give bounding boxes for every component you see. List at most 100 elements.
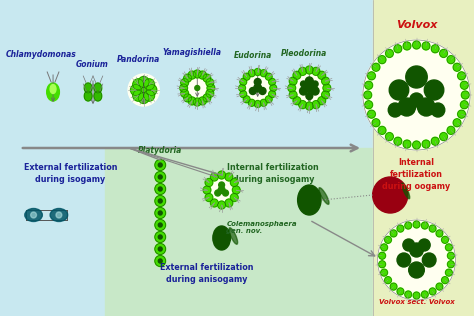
Circle shape bbox=[270, 84, 277, 92]
Circle shape bbox=[218, 186, 225, 193]
Circle shape bbox=[140, 86, 147, 94]
Circle shape bbox=[384, 236, 392, 243]
Circle shape bbox=[412, 141, 420, 149]
Circle shape bbox=[158, 187, 162, 191]
Circle shape bbox=[379, 261, 385, 268]
Circle shape bbox=[385, 133, 393, 141]
Circle shape bbox=[128, 74, 159, 106]
Circle shape bbox=[243, 96, 250, 103]
Circle shape bbox=[373, 177, 408, 213]
Circle shape bbox=[210, 178, 233, 202]
Circle shape bbox=[460, 101, 468, 109]
Circle shape bbox=[232, 186, 240, 194]
Text: External fertilization
during anisogamy: External fertilization during anisogamy bbox=[160, 263, 254, 284]
Circle shape bbox=[403, 140, 411, 148]
Circle shape bbox=[265, 73, 272, 80]
Circle shape bbox=[205, 179, 213, 186]
Circle shape bbox=[254, 69, 261, 76]
Circle shape bbox=[299, 67, 307, 76]
Circle shape bbox=[295, 74, 323, 102]
Circle shape bbox=[305, 77, 313, 85]
Circle shape bbox=[419, 239, 430, 251]
Circle shape bbox=[364, 91, 372, 99]
Ellipse shape bbox=[50, 209, 68, 222]
Circle shape bbox=[397, 225, 404, 232]
Circle shape bbox=[206, 89, 214, 97]
Text: Volvox: Volvox bbox=[396, 20, 437, 30]
Circle shape bbox=[413, 292, 420, 299]
Circle shape bbox=[390, 230, 397, 237]
Circle shape bbox=[203, 74, 211, 82]
Circle shape bbox=[372, 63, 380, 71]
Circle shape bbox=[403, 42, 411, 50]
Circle shape bbox=[322, 91, 329, 99]
Ellipse shape bbox=[84, 83, 92, 93]
Text: External fertilization
during isogamy: External fertilization during isogamy bbox=[24, 163, 118, 184]
Circle shape bbox=[293, 71, 301, 79]
Circle shape bbox=[155, 184, 165, 195]
Circle shape bbox=[436, 230, 443, 237]
Circle shape bbox=[138, 93, 149, 104]
Circle shape bbox=[300, 87, 307, 95]
Circle shape bbox=[442, 236, 448, 243]
Circle shape bbox=[158, 259, 162, 263]
Circle shape bbox=[457, 72, 465, 80]
Circle shape bbox=[431, 45, 439, 53]
Circle shape bbox=[322, 77, 329, 85]
Circle shape bbox=[260, 99, 267, 106]
Circle shape bbox=[155, 232, 165, 242]
Circle shape bbox=[158, 175, 162, 179]
Circle shape bbox=[240, 78, 246, 85]
Text: Platydoria: Platydoria bbox=[138, 146, 182, 155]
Circle shape bbox=[421, 291, 428, 298]
Circle shape bbox=[133, 79, 144, 90]
Text: Pleodorina: Pleodorina bbox=[282, 49, 328, 58]
Circle shape bbox=[155, 220, 165, 230]
Circle shape bbox=[210, 199, 218, 207]
Text: Eudorina: Eudorina bbox=[234, 51, 272, 60]
Circle shape bbox=[158, 235, 162, 239]
Circle shape bbox=[155, 256, 165, 266]
Circle shape bbox=[289, 77, 297, 85]
Circle shape bbox=[306, 93, 313, 100]
Text: Colemanosphaera
gen. nov.: Colemanosphaera gen. nov. bbox=[227, 221, 297, 234]
Circle shape bbox=[389, 80, 409, 100]
Circle shape bbox=[288, 84, 296, 92]
Circle shape bbox=[248, 70, 255, 77]
Circle shape bbox=[219, 182, 225, 188]
Circle shape bbox=[259, 88, 266, 94]
Circle shape bbox=[409, 262, 424, 278]
Circle shape bbox=[186, 77, 208, 99]
Circle shape bbox=[365, 81, 373, 89]
Circle shape bbox=[158, 247, 162, 251]
Circle shape bbox=[405, 222, 411, 229]
Circle shape bbox=[405, 291, 411, 298]
Circle shape bbox=[184, 74, 191, 82]
Circle shape bbox=[312, 81, 318, 87]
Circle shape bbox=[412, 41, 420, 49]
Bar bbox=[105, 148, 377, 316]
Circle shape bbox=[144, 79, 155, 90]
Circle shape bbox=[299, 100, 307, 109]
Circle shape bbox=[158, 199, 162, 203]
Circle shape bbox=[394, 137, 402, 145]
Text: Internal fertilization
during anisogamy: Internal fertilization during anisogamy bbox=[228, 163, 319, 184]
Circle shape bbox=[289, 91, 297, 99]
Circle shape bbox=[385, 49, 393, 58]
Circle shape bbox=[158, 163, 162, 167]
Circle shape bbox=[381, 269, 388, 276]
Circle shape bbox=[188, 71, 196, 79]
Circle shape bbox=[413, 221, 420, 228]
Circle shape bbox=[436, 283, 443, 290]
Text: Yamagishiella: Yamagishiella bbox=[163, 48, 222, 57]
Circle shape bbox=[318, 97, 326, 105]
Circle shape bbox=[193, 70, 201, 78]
Circle shape bbox=[207, 84, 215, 92]
Circle shape bbox=[158, 211, 162, 215]
Text: Internal
fertilization
during oogamy: Internal fertilization during oogamy bbox=[383, 158, 451, 191]
Circle shape bbox=[403, 239, 415, 251]
Circle shape bbox=[406, 66, 427, 88]
Circle shape bbox=[144, 90, 155, 101]
Circle shape bbox=[133, 90, 144, 101]
Text: Gonium: Gonium bbox=[75, 60, 109, 69]
